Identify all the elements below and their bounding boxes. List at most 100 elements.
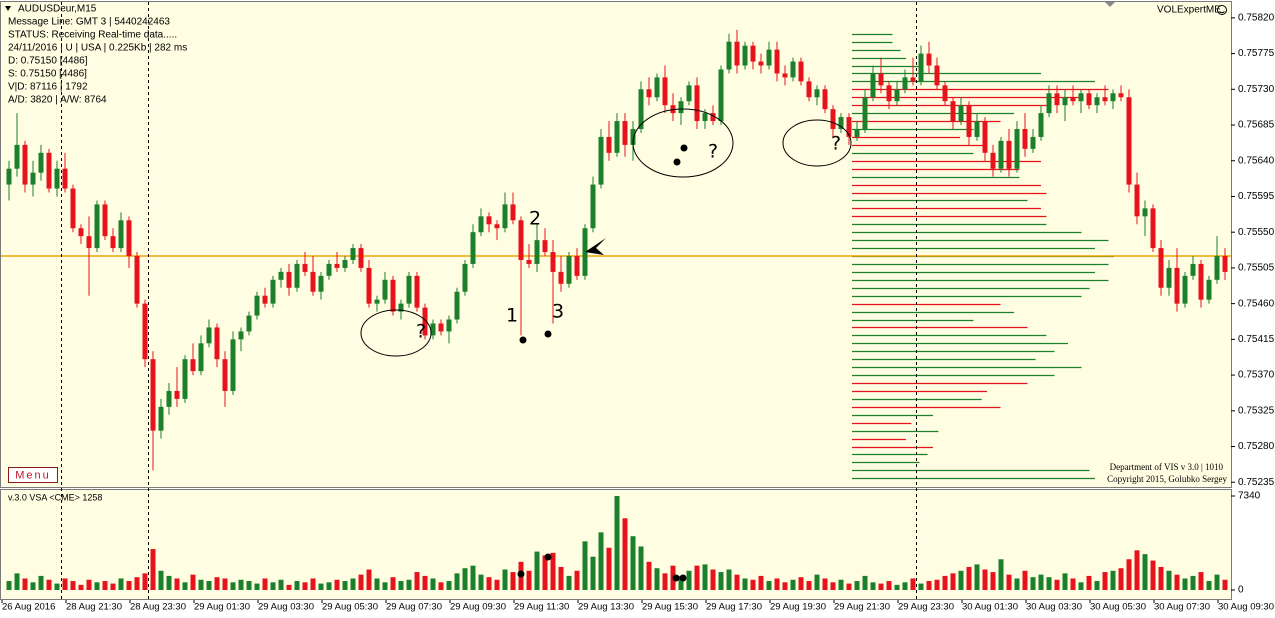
annotation: ? [416, 321, 426, 343]
volume-bar [1078, 582, 1084, 590]
info-line: S: 0.75150 [4486] [8, 69, 87, 80]
volume-bar [558, 566, 564, 590]
y-tick-label: 0.75415 [1238, 334, 1275, 345]
candle-body [590, 184, 596, 229]
price-pane [0, 1, 1232, 488]
candle-body [598, 136, 604, 185]
candle-body [422, 307, 428, 336]
candle-body [70, 188, 76, 229]
candle-body [1174, 267, 1180, 304]
candle-body [974, 121, 980, 137]
volume-bar [126, 581, 132, 590]
volume-bar [286, 584, 292, 590]
volume-bar [982, 569, 988, 590]
menu-button[interactable]: Menu [8, 467, 58, 483]
volume-bar [870, 582, 876, 590]
volume-bar [406, 579, 412, 590]
volume-bar [190, 574, 196, 590]
candle-body [710, 113, 716, 122]
annotation: ? [708, 141, 718, 163]
candle-body [1134, 184, 1140, 217]
volume-bar [478, 574, 484, 590]
candle-body [350, 248, 356, 260]
candle-body [910, 77, 916, 82]
volume-title: v.3.0 VSA <CME> 1258 [8, 492, 102, 502]
volume-bar [926, 581, 932, 590]
volume-bar [790, 579, 796, 590]
volume-bar [1070, 578, 1076, 590]
volume-bar [1190, 575, 1196, 590]
signal-dot [672, 574, 680, 582]
candle-body [886, 85, 892, 102]
candle-body [454, 291, 460, 320]
volume-bar [654, 568, 660, 590]
candle-body [942, 85, 948, 102]
menu-triangle [5, 6, 11, 11]
volume-bar [614, 496, 620, 590]
candle-body [1046, 93, 1052, 114]
y-tick-label: 0.75460 [1238, 298, 1275, 309]
candle-body [854, 129, 860, 137]
volume-bar [30, 582, 36, 590]
volume-bar [1118, 568, 1124, 590]
volume-bar [374, 578, 380, 590]
x-tick-label: 29 Aug 17:30 [706, 602, 762, 613]
brand: VOLExpertME [1157, 5, 1221, 16]
candle-body [310, 271, 316, 292]
volume-bar [774, 578, 780, 590]
menu-box[interactable] [8, 467, 58, 483]
candle-body [382, 279, 388, 300]
candle-body [518, 220, 524, 260]
volume-bar [590, 556, 596, 590]
candle-body [630, 129, 636, 145]
volume-bar [1038, 574, 1044, 590]
candle-body [1086, 93, 1092, 106]
volume-bar [1206, 581, 1212, 590]
volume-bar [446, 581, 452, 590]
menu-label[interactable]: Menu [15, 469, 51, 481]
volume-bar [294, 581, 300, 590]
volume-bar [766, 581, 772, 590]
candle-body [1198, 263, 1204, 300]
volume-bar [1126, 559, 1132, 590]
volume-bar [734, 574, 740, 590]
candle-body [342, 259, 348, 268]
candle-body [326, 263, 332, 276]
volume-bar [182, 582, 188, 590]
candle-body [366, 267, 372, 304]
candle-body [198, 343, 204, 372]
candle-body [1206, 279, 1212, 300]
candle-body [574, 256, 580, 276]
volume-bar [150, 549, 156, 590]
x-tick-label: 29 Aug 09:30 [450, 602, 506, 613]
volume-bar [134, 577, 140, 590]
volume-bar [494, 579, 500, 590]
info-line: Message Line: GMT 3 | 5440242463 [8, 17, 170, 28]
x-tick-label: 28 Aug 21:30 [66, 602, 122, 613]
shift-marker [1105, 2, 1115, 7]
candle-body [462, 263, 468, 292]
x-tick-label: 29 Aug 01:30 [194, 602, 250, 613]
volume-bar [854, 581, 860, 590]
volume-bar [622, 518, 628, 590]
candle-body [1030, 136, 1036, 149]
candle-body [870, 73, 876, 98]
candle-body [398, 303, 404, 312]
volume-bar [750, 579, 756, 590]
volume-bar [1150, 560, 1156, 590]
x-tick-label: 29 Aug 13:30 [578, 602, 634, 613]
candle-body [118, 220, 124, 249]
volume-bar [742, 578, 748, 590]
volume-bar [1086, 575, 1092, 590]
info-line: D: 0.75150 [4486] [8, 56, 88, 67]
volume-bars [6, 496, 1228, 590]
volume-bar [1110, 570, 1116, 590]
volume-bar [1166, 570, 1172, 590]
volume-bar [526, 570, 532, 590]
candle-body [94, 204, 100, 249]
candle-body [678, 101, 684, 114]
volume-bar [102, 581, 108, 590]
volume-bar [1102, 572, 1108, 590]
signal-dot [517, 570, 525, 578]
